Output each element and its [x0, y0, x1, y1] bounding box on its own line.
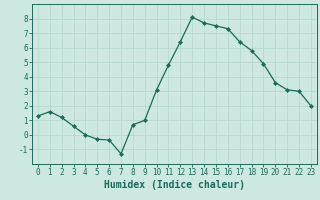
X-axis label: Humidex (Indice chaleur): Humidex (Indice chaleur) — [104, 180, 245, 190]
